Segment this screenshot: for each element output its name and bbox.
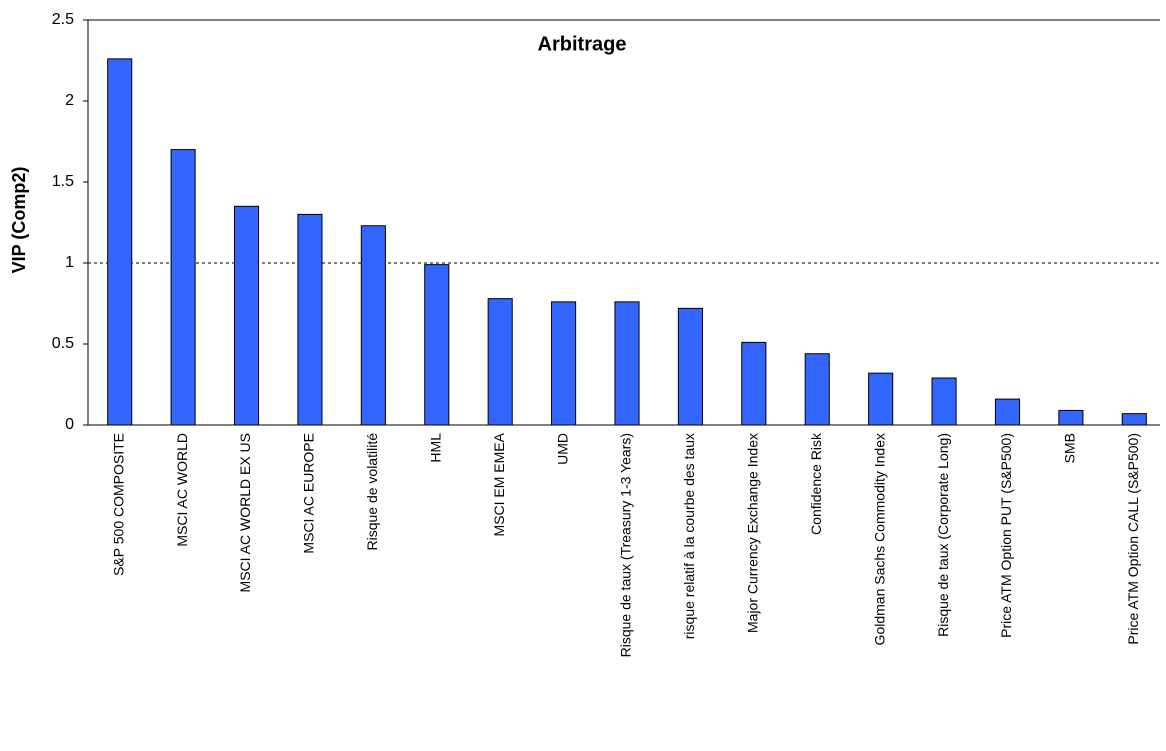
x-tick-label: Price ATM Option CALL (S&P500) [1125,433,1141,645]
bar [1058,409,1084,426]
bar [677,307,703,426]
y-axis-label: VIP (Comp2) [9,167,29,274]
x-tick-label: SMB [1062,433,1078,463]
bar [360,225,386,426]
x-tick-label: MSCI AC WORLD EX US [237,433,253,592]
x-tick-label: MSCI AC EUROPE [301,433,317,554]
bar [741,341,767,426]
bar [804,353,830,426]
bar [614,301,640,426]
chart-title: Arbitrage [538,33,627,55]
y-tick-label: 2.5 [52,11,74,28]
x-tick-label: Price ATM Option PUT (S&P500) [998,433,1014,638]
bar [931,377,957,426]
x-tick-label: UMD [554,433,570,465]
y-tick-label: 1.5 [52,173,74,190]
x-tick-label: Risque de taux (Treasury 1-3 Years) [618,433,634,657]
bar [551,301,577,426]
y-tick-label: 0 [65,416,74,433]
bar [170,149,196,426]
x-tick-label: MSCI EM EMEA [491,432,507,536]
bar [994,398,1021,426]
x-tick-label: Confidence Risk [808,432,824,535]
x-tick-label: Goldman Sachs Commodity Index [871,433,887,645]
x-tick-label: Major Currency Exchange Index [745,433,761,633]
x-tick-label: risque relatif à la courbe des taux [681,433,697,639]
x-tick-label: Risque de volatilité [364,433,380,551]
y-tick-label: 0.5 [52,335,74,352]
y-tick-label: 2 [65,92,74,109]
bar [107,58,133,426]
bar [233,205,260,426]
x-tick-label: HML [427,433,443,463]
bar [1121,413,1147,426]
y-tick-label: 1 [65,254,74,271]
bar [297,213,323,426]
x-tick-label: Risque de taux (Corporate Long) [935,433,951,637]
x-tick-label: S&P 500 COMPOSITE [110,433,126,576]
bar [424,264,450,426]
bar [868,372,894,426]
bar [487,298,513,426]
x-tick-label: MSCI AC WORLD [174,433,190,547]
